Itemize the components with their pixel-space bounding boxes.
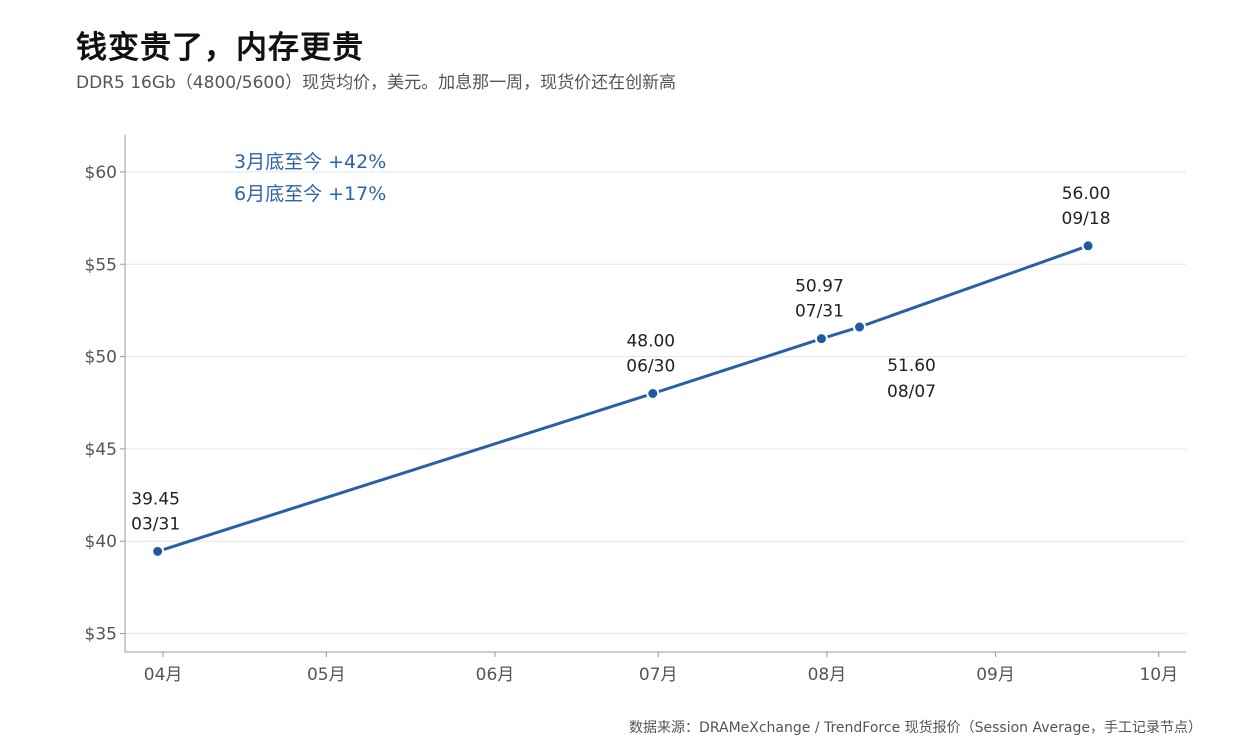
data-label-value: 48.00 [626,332,675,352]
data-label-date: 03/31 [131,514,180,534]
growth-annotation: 6月底至今 +17% [234,183,386,205]
data-label-value: 50.97 [795,277,844,297]
data-label-value: 39.45 [131,489,180,509]
x-tick-label: 05月 [307,665,346,685]
chart-subtitle: DDR5 16Gb（4800/5600）现货均价，美元。加息那一周，现货价还在创… [76,73,677,93]
y-tick-label: $55 [85,255,117,275]
data-label-date: 06/30 [626,357,675,377]
data-label-date: 09/18 [1062,209,1111,229]
series-line [157,244,1089,553]
data-point [151,544,165,558]
x-tick-label: 10月 [1139,665,1178,685]
x-tick-label: 09月 [976,665,1015,685]
source-note: 数据来源：DRAMeXchange / TrendForce 现货报价（Sess… [629,720,1202,736]
y-tick-label: $60 [85,163,117,183]
y-tick-label: $45 [85,440,117,460]
data-point [1081,239,1095,253]
data-point [814,332,828,346]
x-tick-label: 06月 [476,665,515,685]
x-tick-label: 07月 [639,665,678,685]
data-label-date: 08/07 [887,382,936,402]
x-tick-label: 04月 [144,665,183,685]
data-point [646,387,660,400]
data-label-date: 07/31 [795,302,844,322]
data-label-value: 51.60 [887,356,936,376]
data-label-value: 56.00 [1062,184,1111,204]
chart-title: 钱变贵了，内存更贵 [76,30,364,66]
y-tick-label: $35 [85,625,117,645]
x-tick-label: 08月 [808,665,847,685]
y-tick-label: $40 [85,532,117,552]
y-tick-label: $50 [85,348,117,368]
data-point [853,320,867,334]
growth-annotation: 3月底至今 +42% [234,151,386,173]
